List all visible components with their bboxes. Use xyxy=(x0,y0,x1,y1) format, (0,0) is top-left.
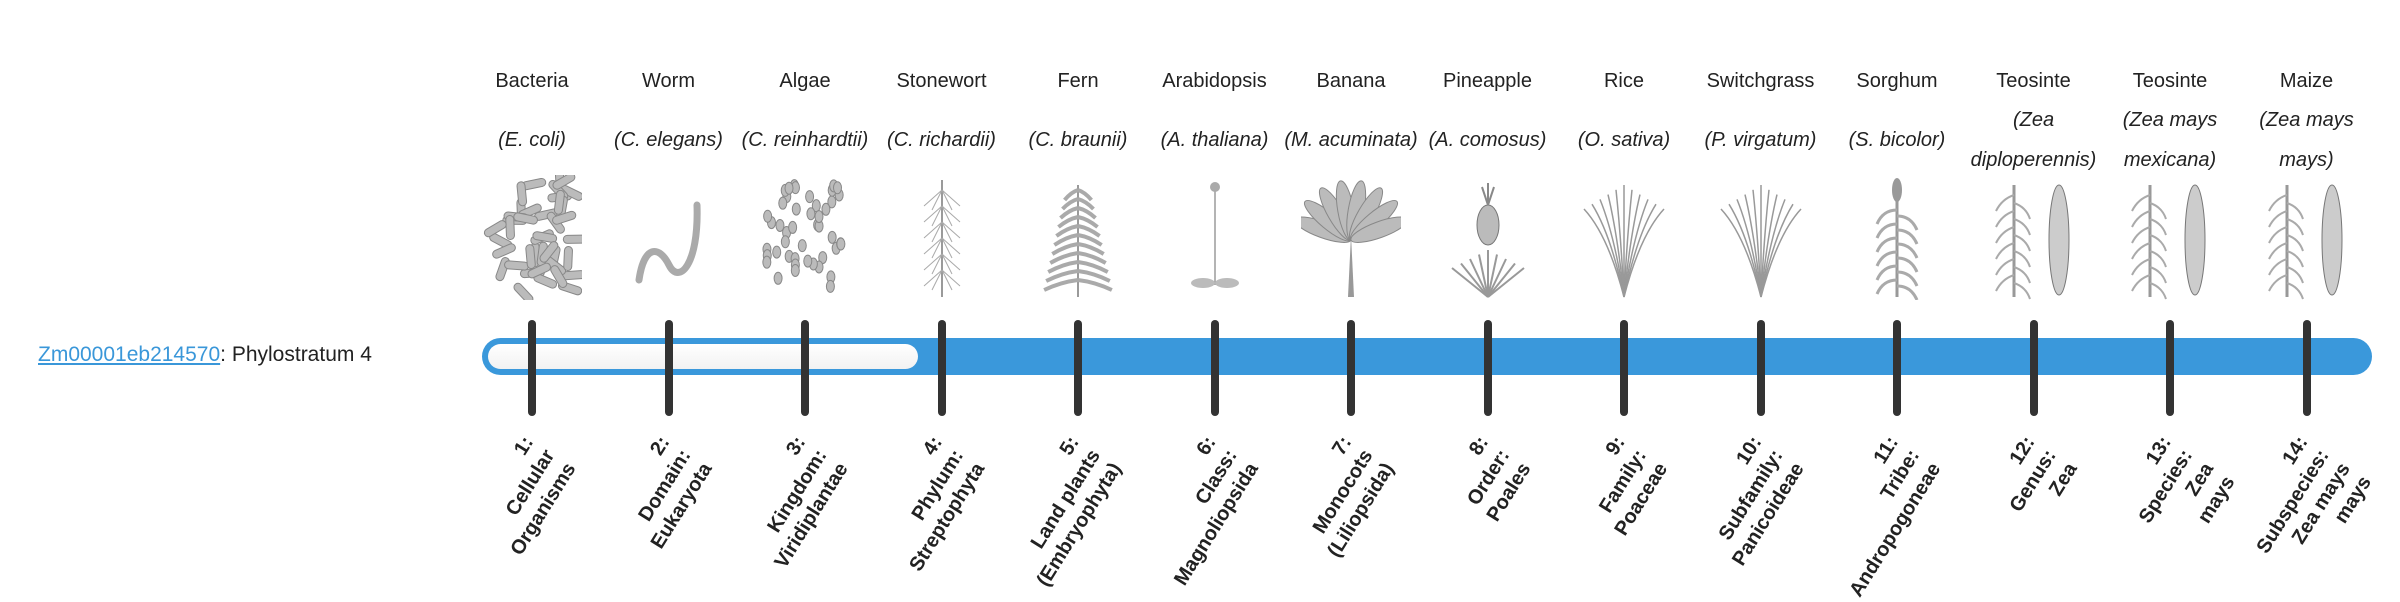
common-name: Teosinte xyxy=(1964,66,2104,96)
stratum-label: 12: Genus: Zea xyxy=(1983,432,2083,530)
common-name: Algae xyxy=(735,66,875,96)
scientific-name-text: (C. richardii) xyxy=(887,120,996,160)
scientific-name-text: (Zea mays mays) xyxy=(2233,100,2381,180)
common-name: Worm xyxy=(599,66,739,96)
scientific-name: (P. virgatum) xyxy=(1687,100,1835,180)
common-name: Stonewort xyxy=(872,66,1012,96)
stratum-label: 11: Tribe: Andropogoneae xyxy=(1802,432,1947,602)
scientific-name-text: (A. comosus) xyxy=(1429,120,1547,160)
stratum-label: 13: Species: Zea mays xyxy=(2112,432,2240,555)
corn-illustration-icon xyxy=(1984,175,2084,300)
stratum-tick xyxy=(1074,320,1082,416)
scientific-name: (Zea mays mexicana) xyxy=(2096,100,2244,180)
scientific-name: (C. richardii) xyxy=(868,100,1016,180)
common-name: Arabidopsis xyxy=(1145,66,1285,96)
common-name: Switchgrass xyxy=(1691,66,1831,96)
common-name: Maize xyxy=(2237,66,2377,96)
gene-id-link[interactable]: Zm00001eb214570 xyxy=(38,343,220,366)
worm-illustration-icon xyxy=(619,175,719,300)
stratum-label: 10: Subfamily: Panicoideae xyxy=(1685,432,1810,571)
stratum-label: 9: Family: Poaceae xyxy=(1567,432,1674,541)
scientific-name: (Zea mays mays) xyxy=(2233,100,2381,180)
stratum-tick xyxy=(801,320,809,416)
scientific-name: (M. acuminata) xyxy=(1277,100,1425,180)
stratum-label: 3: Kingdom: Viridiplantae xyxy=(728,432,855,573)
stratum-tick xyxy=(2303,320,2311,416)
stratum-label: 6: Class: Magnoliopsida xyxy=(1126,432,1264,590)
sorghum-illustration-icon xyxy=(1847,175,1947,300)
gene-label: Zm00001eb214570: Phylostratum 4 xyxy=(38,340,372,370)
scientific-name-text: (E. coli) xyxy=(498,120,566,160)
scientific-name-text: (C. braunii) xyxy=(1029,120,1128,160)
stratum-label: 2: Domain: Eukaryota xyxy=(603,432,718,554)
fern-illustration-icon xyxy=(1028,175,1128,300)
scientific-name-text: (M. acuminata) xyxy=(1284,120,1417,160)
stratum-tick xyxy=(1757,320,1765,416)
scientific-name: (S. bicolor) xyxy=(1823,100,1971,180)
common-name: Pineapple xyxy=(1418,66,1558,96)
stratum-label: 1: Cellular Organisms xyxy=(463,432,582,560)
pineapple-illustration-icon xyxy=(1438,175,1538,300)
cells-illustration-icon xyxy=(755,175,855,300)
scientific-name: (Zea diploperennis) xyxy=(1960,100,2108,180)
herb-illustration-icon xyxy=(1165,175,1265,300)
scientific-name: (O. sativa) xyxy=(1550,100,1698,180)
stratum-tick xyxy=(528,320,536,416)
scientific-name-text: (P. virgatum) xyxy=(1705,120,1817,160)
common-name: Teosinte xyxy=(2100,66,2240,96)
palm-illustration-icon xyxy=(1301,175,1401,300)
scientific-name: (A. comosus) xyxy=(1414,100,1562,180)
corn-illustration-icon xyxy=(2120,175,2220,300)
stratum-label: 4: Phylum: Streptophyta xyxy=(862,432,991,576)
scientific-name: (C. braunii) xyxy=(1004,100,1152,180)
phylostratum-text: : Phylostratum 4 xyxy=(220,343,372,366)
scientific-name-text: (Zea diploperennis) xyxy=(1960,100,2108,180)
stratum-tick xyxy=(665,320,673,416)
stratum-label: 7: Monocots (Liliopsida) xyxy=(1280,432,1400,562)
stratum-tick xyxy=(1893,320,1901,416)
scientific-name: (A. thaliana) xyxy=(1141,100,1289,180)
common-name: Sorghum xyxy=(1827,66,1967,96)
stratum-tick xyxy=(1347,320,1355,416)
common-name: Bacteria xyxy=(462,66,602,96)
scientific-name: (C. elegans) xyxy=(595,100,743,180)
common-name: Fern xyxy=(1008,66,1148,96)
stratum-tick xyxy=(1620,320,1628,416)
common-name: Rice xyxy=(1554,66,1694,96)
phylostratum-bar-empty xyxy=(488,344,918,369)
scientific-name-text: (C. elegans) xyxy=(614,120,723,160)
stratum-tick xyxy=(1211,320,1219,416)
stratum-label: 8: Order: Poales xyxy=(1439,432,1537,526)
scientific-name-text: (Zea mays mexicana) xyxy=(2096,100,2244,180)
stratum-tick xyxy=(2166,320,2174,416)
grass-illustration-icon xyxy=(1711,175,1811,300)
scientific-name: (C. reinhardtii) xyxy=(731,100,879,180)
stonewort-illustration-icon xyxy=(892,175,992,300)
common-name: Banana xyxy=(1281,66,1421,96)
stratum-tick xyxy=(2030,320,2038,416)
stratum-tick xyxy=(1484,320,1492,416)
grass-illustration-icon xyxy=(1574,175,1674,300)
scientific-name-text: (O. sativa) xyxy=(1578,120,1670,160)
stratum-label: 5: Land plants (Embryophyta) xyxy=(989,432,1127,591)
scientific-name-text: (A. thaliana) xyxy=(1161,120,1269,160)
stratum-label: 14: Subspecies: Zea mays mays xyxy=(2230,432,2377,585)
scientific-name-text: (C. reinhardtii) xyxy=(742,120,869,160)
stratum-tick xyxy=(938,320,946,416)
scientific-name-text: (S. bicolor) xyxy=(1849,120,1946,160)
phylostratum-bar xyxy=(482,338,2372,375)
corn-illustration-icon xyxy=(2257,175,2357,300)
rods-illustration-icon xyxy=(482,175,582,300)
scientific-name: (E. coli) xyxy=(458,100,606,180)
